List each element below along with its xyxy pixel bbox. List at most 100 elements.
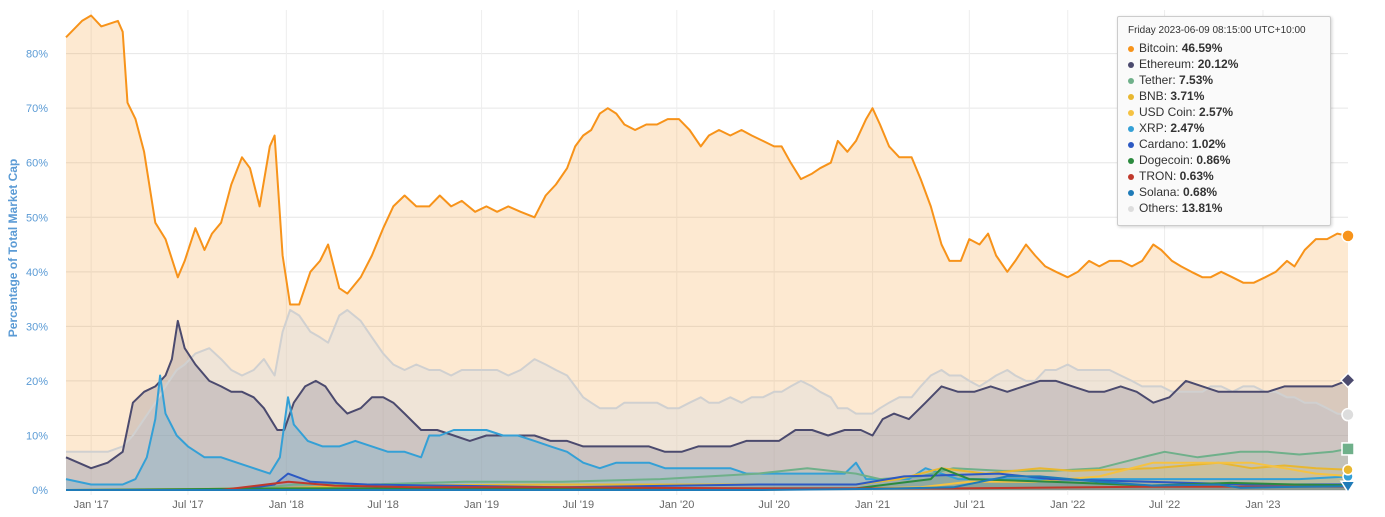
tooltip-series-value: 2.47%	[1170, 121, 1205, 135]
tooltip-separator: :	[1191, 57, 1198, 71]
tooltip-row-usd-coin: USD Coin: 2.57%	[1128, 104, 1320, 120]
series-dot-icon	[1128, 77, 1134, 84]
tooltip-series-value: 0.63%	[1179, 169, 1214, 183]
y-tick-label: 40%	[26, 267, 48, 279]
tooltip-series-name: Others	[1139, 201, 1176, 215]
tooltip-separator: :	[1175, 201, 1182, 215]
tooltip: Friday 2023-06-09 08:15:00 UTC+10:00 Bit…	[1117, 16, 1331, 226]
y-tick-label: 50%	[26, 212, 48, 224]
tooltip-series-name: Dogecoin	[1139, 153, 1190, 167]
bitcoin-line	[65, 14, 1349, 306]
tooltip-row-others: Others: 13.81%	[1128, 200, 1320, 216]
tooltip-separator: :	[1163, 89, 1171, 103]
tooltip-series-value: 7.53%	[1179, 73, 1214, 87]
others-end-marker	[1341, 407, 1355, 422]
x-tick-label: Jan '23	[1245, 499, 1280, 511]
y-tick-label: 20%	[26, 376, 48, 388]
bitcoin-area	[66, 15, 1348, 490]
tooltip-separator: :	[1176, 185, 1184, 199]
series-dot-icon	[1128, 45, 1134, 52]
series-dot-icon	[1128, 173, 1134, 180]
tooltip-series-name: Cardano	[1139, 137, 1186, 151]
x-tick-label: Jan '22	[1050, 499, 1085, 511]
tooltip-header: Friday 2023-06-09 08:15:00 UTC+10:00	[1128, 25, 1306, 36]
tooltip-series-value: 1.02%	[1191, 137, 1226, 151]
tooltip-separator: :	[1185, 137, 1192, 151]
tooltip-separator: :	[1189, 153, 1197, 167]
end-markers	[1339, 229, 1357, 494]
usd-coin-area	[66, 462, 1348, 490]
tooltip-series-name: USD Coin	[1139, 105, 1193, 119]
tooltip-separator: :	[1192, 105, 1200, 119]
y-tick-label: 80%	[26, 49, 48, 61]
x-tick-label: Jan '18	[269, 499, 304, 511]
y-axis: 0% 10% 20% 30% 40% 50% 60% 70% 80%	[26, 49, 48, 497]
tooltip-row-bitcoin: Bitcoin: 46.59%	[1128, 40, 1320, 56]
tooltip-series-name: TRON	[1139, 169, 1173, 183]
series-dot-icon	[1128, 189, 1134, 196]
series-dot-icon	[1128, 93, 1134, 100]
x-tick-label: Jul '21	[954, 499, 985, 511]
tooltip-series-value: 46.59%	[1181, 41, 1223, 55]
bitcoin-end-marker	[1341, 229, 1355, 243]
series-dot-icon	[1128, 125, 1134, 132]
tron-line	[66, 480, 1349, 491]
tooltip-separator: :	[1173, 169, 1180, 183]
tooltip-separator: :	[1163, 121, 1171, 135]
tooltip-series-value: 3.71%	[1170, 89, 1205, 103]
tether-end-marker	[1341, 442, 1355, 456]
y-tick-label: 30%	[26, 321, 48, 333]
tooltip-row-xrp: XRP: 2.47%	[1128, 120, 1320, 136]
others-line	[66, 309, 1349, 453]
tooltip-series-value: 2.57%	[1199, 105, 1234, 119]
tooltip-row-cardano: Cardano: 1.02%	[1128, 136, 1320, 152]
xrp-area	[66, 375, 1348, 490]
x-tick-label: Jul '18	[367, 499, 398, 511]
tooltip-series-name: Solana	[1139, 185, 1177, 199]
tooltip-series-name: BNB	[1139, 89, 1164, 103]
y-tick-label: 0%	[32, 485, 48, 497]
x-tick-label: Jan '17	[74, 499, 109, 511]
cardano-line	[66, 472, 1349, 491]
x-tick-label: Jan '19	[464, 499, 499, 511]
x-tick-label: Jul '22	[1149, 499, 1180, 511]
dogecoin-area	[66, 468, 1348, 490]
x-tick-label: Jul '17	[172, 499, 203, 511]
series-lines	[65, 14, 1349, 491]
y-axis-label: Percentage of Total Market Cap	[6, 159, 20, 338]
series-dot-icon	[1128, 109, 1134, 116]
y-tick-label: 10%	[26, 430, 48, 442]
series-dot-icon	[1128, 205, 1134, 212]
y-tick-label: 70%	[26, 103, 48, 115]
ethereum-end-marker	[1339, 372, 1357, 389]
tooltip-series-value: 0.68%	[1183, 185, 1218, 199]
bnb-end-marker	[1342, 464, 1354, 476]
x-tick-label: Jan '20	[659, 499, 694, 511]
others-area	[66, 310, 1348, 490]
x-axis: Jan '17 Jul '17 Jan '18 Jul '18 Jan '19 Jul '…	[74, 499, 1281, 511]
tooltip-series-name: Ethereum	[1139, 57, 1192, 71]
tooltip-series-name: Tether	[1139, 73, 1173, 87]
x-tick-label: Jul '19	[563, 499, 594, 511]
tooltip-row-solana: Solana: 0.68%	[1128, 184, 1320, 200]
series-dot-icon	[1128, 61, 1134, 68]
series-dot-icon	[1128, 157, 1134, 164]
ethereum-area	[66, 320, 1348, 490]
tooltip-series-value: 20.12%	[1197, 57, 1239, 71]
tooltip-row-dogecoin: Dogecoin: 0.86%	[1128, 152, 1320, 168]
x-tick-label: Jul '20	[758, 499, 789, 511]
x-tick-label: Jan '21	[855, 499, 890, 511]
ethereum-line	[65, 319, 1349, 470]
tooltip-series-value: 0.86%	[1196, 153, 1231, 167]
y-tick-label: 60%	[26, 158, 48, 170]
tooltip-separator: :	[1175, 41, 1182, 55]
tooltip-separator: :	[1172, 73, 1180, 87]
tooltip-row-tron: TRON: 0.63%	[1128, 168, 1320, 184]
tooltip-row-bnb: BNB: 3.71%	[1128, 88, 1320, 104]
tooltip-series-name: Bitcoin	[1139, 41, 1176, 55]
tooltip-row-tether: Tether: 7.53%	[1128, 72, 1320, 88]
series-dot-icon	[1128, 141, 1134, 148]
tooltip-series-name: XRP	[1139, 121, 1164, 135]
tooltip-series-value: 13.81%	[1181, 201, 1223, 215]
